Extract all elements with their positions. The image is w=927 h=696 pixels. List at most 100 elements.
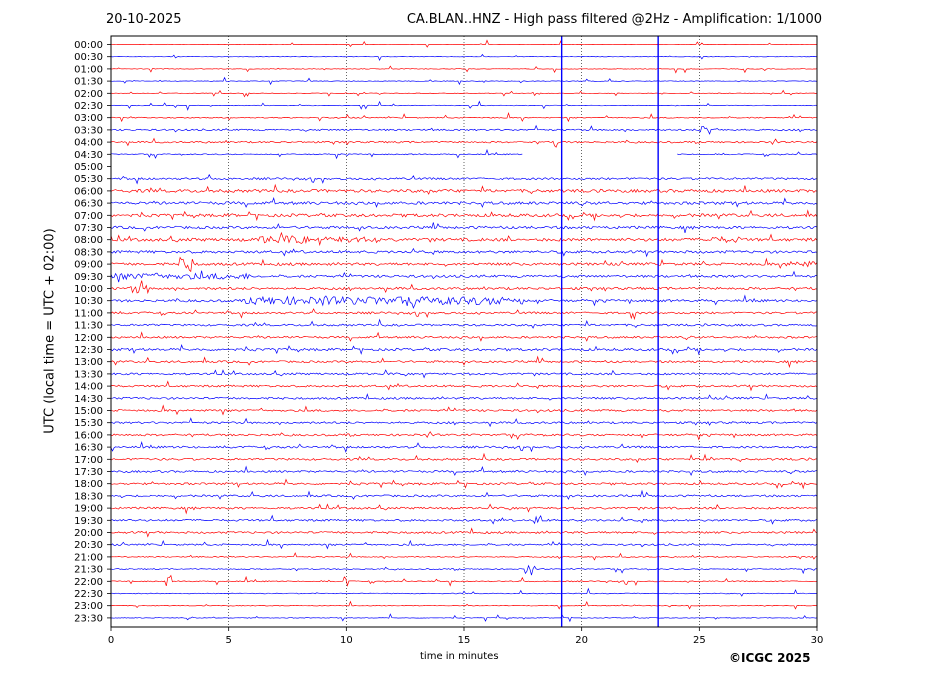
trace-1900 <box>110 503 818 515</box>
y-tick-label: 06:00 <box>74 186 103 197</box>
trace-0630 <box>110 197 818 208</box>
trace-2030 <box>110 538 818 550</box>
x-tick-label: 30 <box>811 635 824 646</box>
y-tick-label: 23:00 <box>74 601 103 612</box>
y-tick-label: 08:30 <box>74 247 103 258</box>
trace-0530 <box>111 173 818 185</box>
trace-0200 <box>110 89 818 98</box>
y-tick-label: 12:30 <box>74 345 103 356</box>
seismic-traces <box>110 39 818 623</box>
trace-2330 <box>111 613 818 623</box>
trace-0030 <box>110 53 818 61</box>
trace-0430 <box>111 148 818 160</box>
y-tick-label: 11:30 <box>74 321 103 332</box>
trace-1830 <box>110 489 818 500</box>
trace-1130 <box>110 318 818 329</box>
y-tick-label: 22:00 <box>74 577 103 588</box>
y-tick-label: 13:00 <box>74 357 103 368</box>
y-tick-label: 04:30 <box>74 150 103 161</box>
trace-1630 <box>110 441 818 453</box>
x-axis-label: time in minutes <box>420 651 499 662</box>
trace-1600 <box>110 431 818 441</box>
x-tick-label: 5 <box>225 635 231 646</box>
y-tick-label: 20:30 <box>74 540 103 551</box>
y-tick-label: 01:30 <box>74 77 103 88</box>
trace-1230 <box>110 344 818 356</box>
y-tick-label: 11:00 <box>74 308 103 319</box>
trace-0000 <box>110 39 818 48</box>
trace-1200 <box>110 331 818 342</box>
trace-0600 <box>110 183 818 195</box>
y-tick-label: 10:30 <box>74 296 103 307</box>
y-tick-label: 04:00 <box>74 138 103 149</box>
x-tick-label: 20 <box>575 635 588 646</box>
x-tick-label: 10 <box>340 635 353 646</box>
trace-0800 <box>110 231 818 247</box>
x-tick-label: 15 <box>458 635 471 646</box>
y-tick-label: 12:00 <box>74 333 103 344</box>
x-tick-label: 25 <box>693 635 706 646</box>
grid-lines <box>228 36 700 627</box>
copyright-text: ©ICGC 2025 <box>729 651 811 665</box>
y-tick-label: 03:30 <box>74 125 103 136</box>
trace-1500 <box>110 404 818 416</box>
y-tick-label: 07:00 <box>74 211 103 222</box>
trace-1530 <box>110 417 818 428</box>
plot-frame <box>110 35 818 628</box>
y-tick-label: 19:00 <box>74 504 103 515</box>
y-tick-label: 07:30 <box>74 223 103 234</box>
y-tick-label: 14:30 <box>74 394 103 405</box>
y-tick-label: 03:00 <box>74 113 103 124</box>
trace-2000 <box>110 527 818 538</box>
trace-1400 <box>110 380 818 392</box>
trace-1100 <box>110 308 818 321</box>
y-tick-label: 00:00 <box>74 40 103 51</box>
trace-1700 <box>110 452 818 463</box>
x-axis-ticks: 0 5 10 15 20 25 30 <box>108 627 824 646</box>
y-tick-label: 02:30 <box>74 101 103 112</box>
y-tick-label: 18:00 <box>74 479 103 490</box>
plot-title: CA.BLAN..HNZ - High pass filtered @2Hz -… <box>406 12 822 27</box>
trace-2130 <box>110 564 818 576</box>
trace-0230 <box>110 100 818 111</box>
y-tick-label: 18:30 <box>74 491 103 502</box>
y-tick-label: 21:30 <box>74 565 103 576</box>
y-tick-label: 06:30 <box>74 199 103 210</box>
trace-1300 <box>110 355 818 369</box>
trace-0100 <box>110 65 818 74</box>
trace-0700 <box>110 209 818 222</box>
trace-0930 <box>110 270 818 283</box>
trace-0830 <box>110 247 818 258</box>
y-tick-label: 20:00 <box>74 528 103 539</box>
trace-1030 <box>110 294 818 309</box>
trace-1000 <box>110 280 818 295</box>
y-tick-label: 09:30 <box>74 272 103 283</box>
y-tick-label: 01:00 <box>74 64 103 75</box>
y-tick-label: 23:30 <box>74 613 103 624</box>
trace-1330 <box>110 369 818 379</box>
trace-1800 <box>110 478 818 490</box>
trace-0730 <box>110 222 818 233</box>
trace-2300 <box>110 600 818 610</box>
y-tick-label: 14:00 <box>74 382 103 393</box>
y-tick-label: 09:00 <box>74 260 103 271</box>
y-tick-label: 10:00 <box>74 284 103 295</box>
x-tick-label: 0 <box>108 635 114 646</box>
trace-1730 <box>110 465 818 476</box>
y-tick-label: 17:00 <box>74 455 103 466</box>
y-tick-label: 15:00 <box>74 406 103 417</box>
trace-1430 <box>110 393 818 401</box>
trace-0300 <box>110 112 817 123</box>
y-tick-label: 05:30 <box>74 174 103 185</box>
y-tick-label: 22:30 <box>74 589 103 600</box>
trace-1930 <box>110 514 818 525</box>
plot-date: 20-10-2025 <box>106 12 182 27</box>
y-tick-label: 16:30 <box>74 443 103 454</box>
y-tick-label: 15:30 <box>74 418 103 429</box>
y-tick-label: 17:30 <box>74 467 103 478</box>
y-tick-label: 08:00 <box>74 235 103 246</box>
y-tick-label: 05:00 <box>74 162 103 173</box>
trace-2230 <box>110 587 817 597</box>
